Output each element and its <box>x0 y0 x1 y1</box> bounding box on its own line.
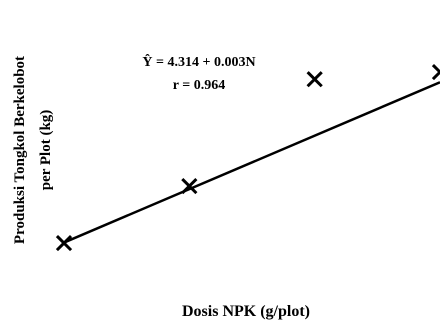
y-axis-label-line-2: per Plot (kg) <box>38 110 54 191</box>
y-axis-label-line-1: Produksi Tongkol Berkelobot <box>12 56 28 244</box>
data-point-3 <box>306 71 323 88</box>
correlation-coefficient: r = 0.964 <box>173 78 225 93</box>
data-point-4 <box>431 63 440 81</box>
regression-line <box>63 81 440 244</box>
data-point-1 <box>55 234 73 252</box>
y-axis-label: Produksi Tongkol Berkelobot per Plot (kg… <box>12 56 54 244</box>
regression-equation: Ŷ = 4.314 + 0.003N <box>142 53 255 70</box>
data-points <box>55 63 440 252</box>
x-axis-label: Dosis NPK (g/plot) <box>182 303 310 320</box>
data-point-2 <box>181 177 198 195</box>
